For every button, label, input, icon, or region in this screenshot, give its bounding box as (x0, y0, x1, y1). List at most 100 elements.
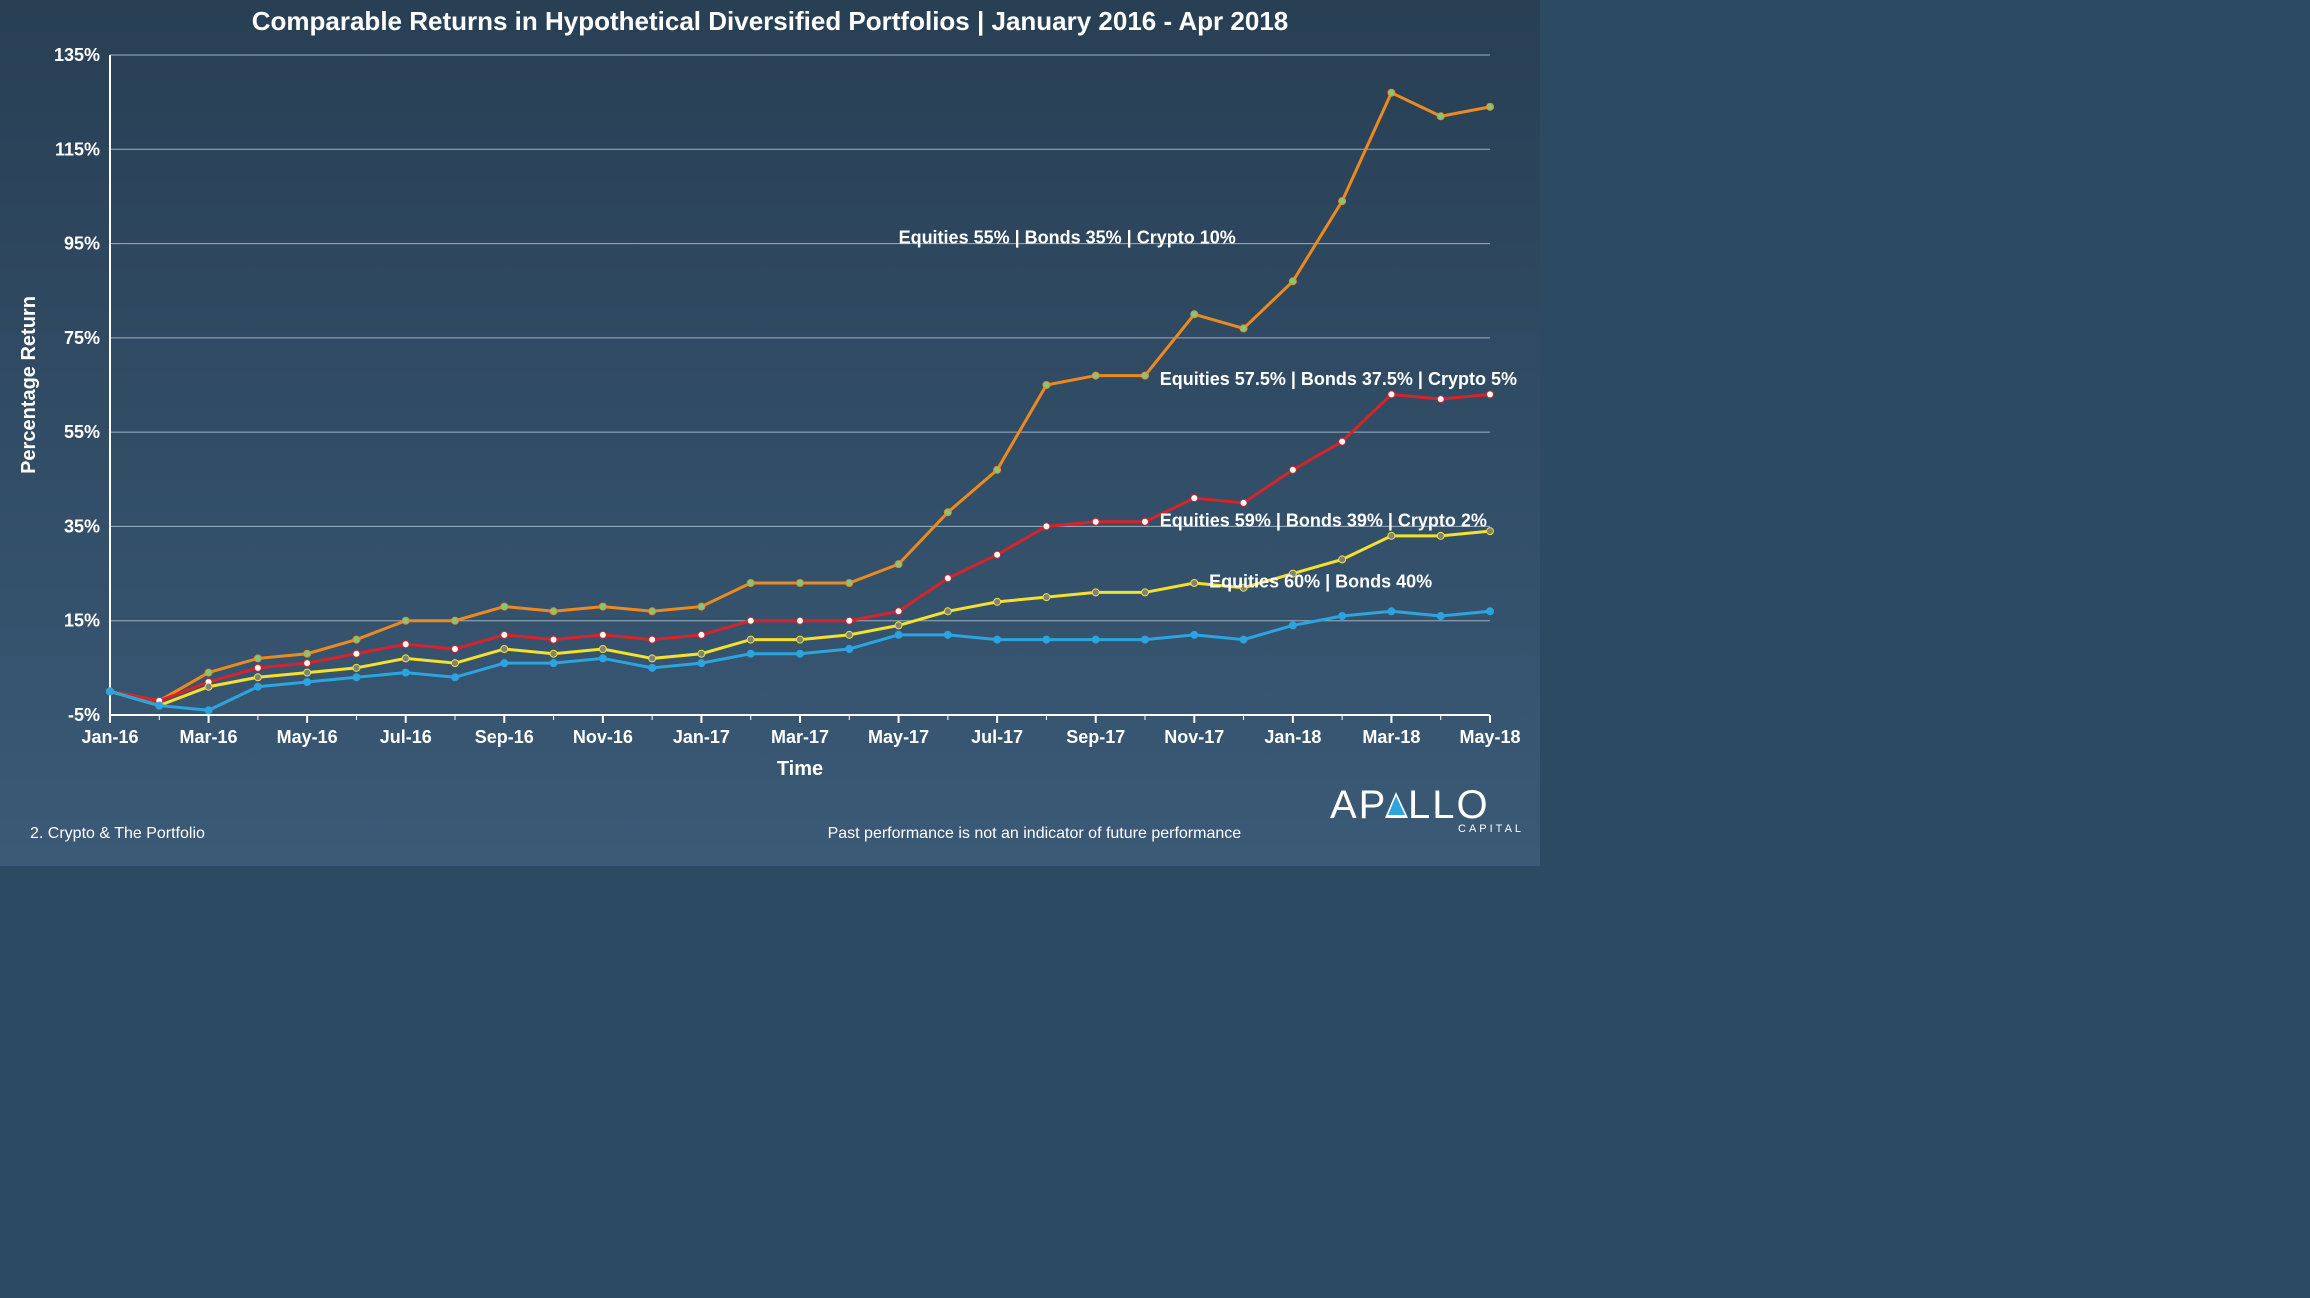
data-marker (797, 650, 804, 657)
data-marker (1339, 613, 1346, 620)
data-marker (698, 650, 705, 657)
data-marker (402, 655, 409, 662)
data-marker (1092, 518, 1099, 525)
data-marker (501, 646, 508, 653)
data-marker (1043, 523, 1050, 530)
data-marker (1437, 113, 1444, 120)
data-marker (353, 636, 360, 643)
data-marker (747, 650, 754, 657)
x-tick-label: Sep-16 (475, 727, 534, 747)
data-marker (747, 580, 754, 587)
x-tick-label: Sep-17 (1066, 727, 1125, 747)
data-marker (1487, 528, 1494, 535)
x-tick-label: May-18 (1459, 727, 1520, 747)
data-marker (1339, 556, 1346, 563)
data-marker (254, 655, 261, 662)
y-tick-label: 75% (64, 328, 100, 348)
data-marker (895, 561, 902, 568)
data-marker (747, 636, 754, 643)
data-marker (944, 631, 951, 638)
data-marker (1388, 89, 1395, 96)
data-marker (205, 669, 212, 676)
data-marker (1092, 589, 1099, 596)
data-marker (895, 631, 902, 638)
x-tick-label: Jul-16 (380, 727, 432, 747)
data-marker (944, 509, 951, 516)
x-tick-label: Nov-16 (573, 727, 633, 747)
data-marker (402, 641, 409, 648)
data-marker (501, 631, 508, 638)
data-marker (944, 608, 951, 615)
data-marker (1240, 325, 1247, 332)
data-marker (156, 702, 163, 709)
data-marker (353, 650, 360, 657)
data-marker (205, 707, 212, 714)
data-marker (254, 664, 261, 671)
data-marker (1437, 396, 1444, 403)
data-marker (698, 631, 705, 638)
data-marker (846, 617, 853, 624)
data-marker (895, 622, 902, 629)
x-tick-label: May-17 (868, 727, 929, 747)
data-marker (550, 636, 557, 643)
series-label: Equities 55% | Bonds 35% | Crypto 10% (899, 228, 1236, 248)
data-marker (452, 617, 459, 624)
data-marker (1388, 532, 1395, 539)
data-marker (304, 669, 311, 676)
data-marker (1339, 198, 1346, 205)
series-label: Equities 57.5% | Bonds 37.5% | Crypto 5% (1160, 369, 1517, 389)
footer-disclaimer: Past performance is not an indicator of … (828, 825, 1242, 842)
data-marker (402, 669, 409, 676)
data-marker (1289, 466, 1296, 473)
data-marker (649, 636, 656, 643)
data-marker (550, 660, 557, 667)
data-marker (846, 646, 853, 653)
data-marker (1487, 391, 1494, 398)
data-marker (304, 660, 311, 667)
x-tick-label: Nov-17 (1164, 727, 1224, 747)
series-label: Equities 59% | Bonds 39% | Crypto 2% (1160, 510, 1487, 530)
x-tick-label: Mar-17 (771, 727, 829, 747)
data-marker (501, 660, 508, 667)
x-tick-label: Jul-17 (971, 727, 1023, 747)
data-marker (1142, 372, 1149, 379)
data-marker (1142, 636, 1149, 643)
data-marker (550, 650, 557, 657)
data-marker (452, 674, 459, 681)
data-marker (895, 608, 902, 615)
data-marker (599, 603, 606, 610)
data-marker (599, 631, 606, 638)
y-tick-label: 135% (54, 45, 100, 65)
data-marker (254, 674, 261, 681)
data-marker (797, 617, 804, 624)
data-marker (1339, 438, 1346, 445)
x-tick-label: Jan-16 (81, 727, 138, 747)
x-axis-label: Time (777, 758, 823, 780)
y-tick-label: -5% (68, 705, 100, 725)
data-marker (501, 603, 508, 610)
data-marker (205, 683, 212, 690)
data-marker (1388, 608, 1395, 615)
data-marker (1240, 636, 1247, 643)
data-marker (1437, 613, 1444, 620)
data-marker (1289, 622, 1296, 629)
data-marker (698, 660, 705, 667)
data-marker (1487, 608, 1494, 615)
x-tick-label: Jan-17 (673, 727, 730, 747)
data-marker (846, 631, 853, 638)
data-marker (1191, 580, 1198, 587)
data-marker (944, 575, 951, 582)
x-tick-label: Jan-18 (1264, 727, 1321, 747)
y-tick-label: 35% (64, 516, 100, 536)
data-marker (353, 674, 360, 681)
logo-sub-text: CAPITAL (1458, 823, 1524, 835)
data-marker (1142, 518, 1149, 525)
data-marker (599, 655, 606, 662)
data-marker (797, 636, 804, 643)
data-marker (1092, 636, 1099, 643)
data-marker (452, 646, 459, 653)
data-marker (1043, 636, 1050, 643)
x-tick-label: Mar-18 (1362, 727, 1420, 747)
data-marker (994, 466, 1001, 473)
x-tick-label: Mar-16 (180, 727, 238, 747)
